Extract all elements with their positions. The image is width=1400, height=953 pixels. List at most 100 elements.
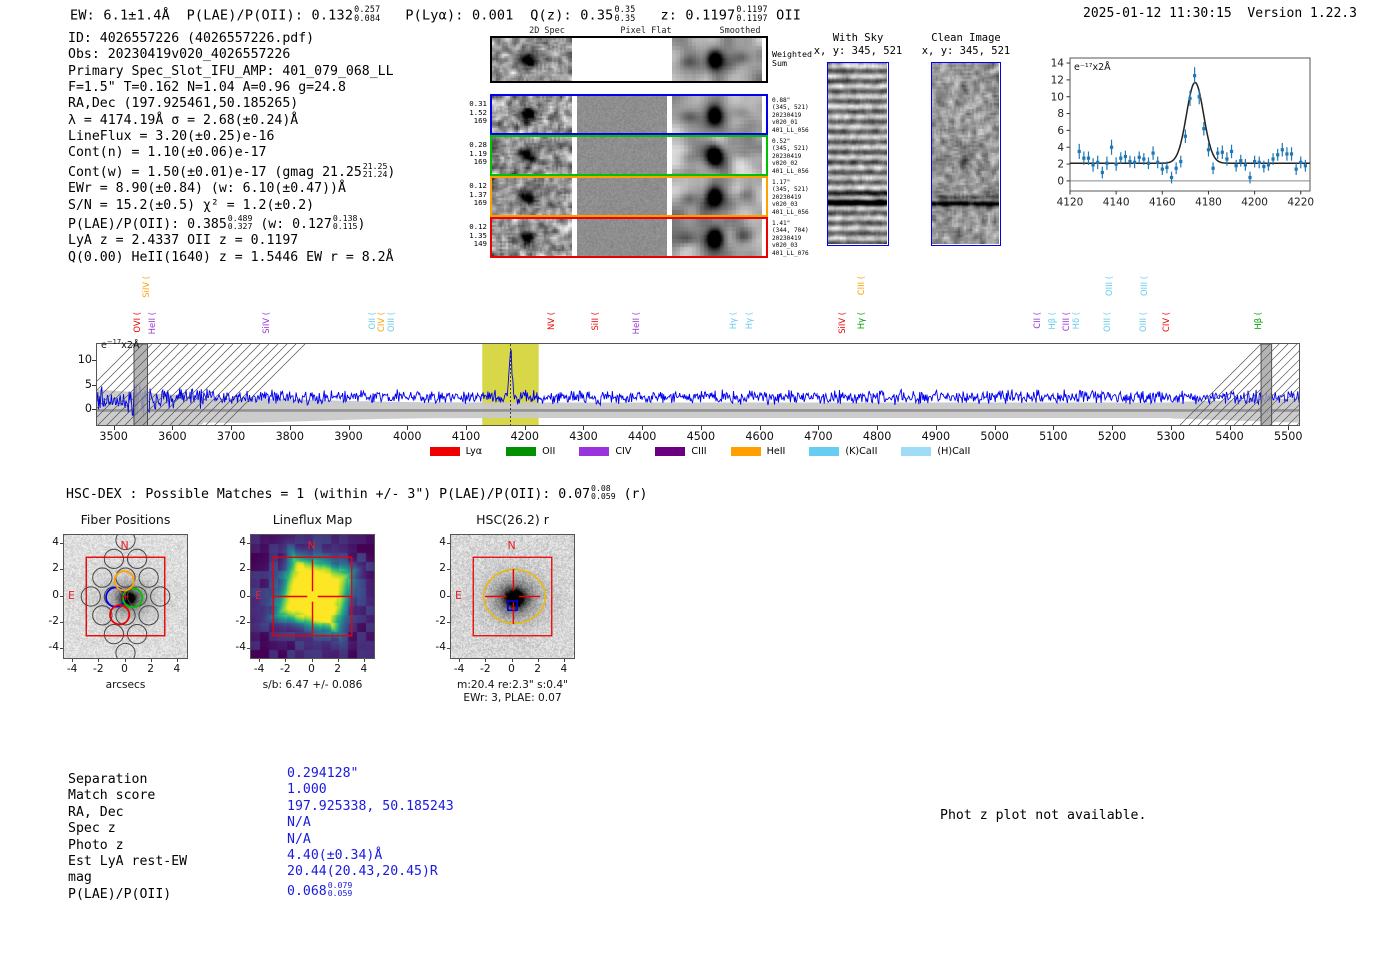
spec2d-row-meta: 0.88" (345, 521) 20230419 v020_01 401_LL_056 xyxy=(772,97,809,134)
legend-label: Lyα xyxy=(465,446,483,457)
detect-id: ID: 4026557226 (4026557226.pdf) xyxy=(68,31,315,46)
cutout-ytick: -2 xyxy=(435,614,446,627)
spectrum-xtick: 5500 xyxy=(1274,430,1303,443)
detect-ewr: EWr = 8.90(±0.84) (w: 6.10(±0.47))Å xyxy=(68,181,346,197)
cutout-xtick: -4 xyxy=(253,663,265,675)
smoothed-image xyxy=(672,38,762,81)
spectrum-xtick-mark xyxy=(1170,426,1172,430)
spectrum-ytick: 5 xyxy=(84,377,92,391)
spectrum-line-label: HeII ( xyxy=(146,312,157,335)
spectrum-xtick: 3800 xyxy=(275,430,305,443)
cutout-title: With Sky x, y: 345, 521 xyxy=(793,32,923,57)
spectrum-line-label: CIV ( xyxy=(1161,312,1172,332)
cutout-ytick: -4 xyxy=(235,640,246,653)
match-table-keys: Separation Match score RA, Dec Spec z Photo … xyxy=(68,772,187,903)
cutout-ytick-mark xyxy=(60,569,63,571)
spectrum-line-label: SiII ( xyxy=(590,312,601,331)
spectrum-xtick: 3600 xyxy=(158,430,187,443)
compass-east: E xyxy=(455,588,462,602)
cutout-xtick-mark xyxy=(124,659,126,662)
cutout-xtick: -2 xyxy=(480,663,491,675)
spectrum-flux-unit: e−17x2Å xyxy=(101,338,140,352)
cutout-ytick: 0 xyxy=(52,588,59,601)
cutout-ytick-mark xyxy=(447,543,450,545)
svg-text:14: 14 xyxy=(1051,58,1065,70)
cutout-xtick-mark xyxy=(259,659,261,662)
spectrum-xtick: 4600 xyxy=(745,430,774,443)
spectrum-line-label: NV ( xyxy=(546,312,557,330)
cutout-xtick-mark xyxy=(311,659,313,662)
cutout-ytick-mark xyxy=(60,647,63,649)
header-qz-range: 0.35 0.35 xyxy=(614,4,636,23)
cutout-ytick: 4 xyxy=(52,536,59,549)
spectrum-line-label: SiIV ( xyxy=(140,276,151,298)
spectrum-xtick: 5100 xyxy=(1039,430,1068,443)
spectrum-xtick: 4500 xyxy=(686,430,716,443)
detect-q-line: Q(0.00) HeII(1640) z = 1.5446 EW r = 8.2… xyxy=(68,249,394,265)
header-plae-value: 0.132 xyxy=(311,7,354,24)
match-table-value: 0.068 0.079 0.059 xyxy=(287,879,353,899)
spectrum-line-label: OIII ( xyxy=(1139,276,1150,296)
svg-text:6: 6 xyxy=(1057,125,1064,137)
cutout-ytick-mark xyxy=(60,621,63,623)
cutout-ytick-mark xyxy=(60,543,63,545)
header-timestamp-version: 2025-01-12 11:30:15 Version 1.22.3 xyxy=(1083,6,1357,21)
spec2d-image xyxy=(492,96,572,133)
cutout-xtick-mark xyxy=(459,659,461,662)
legend-label: CIII xyxy=(691,446,707,457)
match-table-key: Photo z xyxy=(68,837,124,853)
header-z-value: 0.1197 xyxy=(685,7,736,24)
header-qz-value: 0.35 xyxy=(580,7,614,24)
cutout-ytick-mark xyxy=(447,621,450,623)
cutout-panel-title: Lineflux Map xyxy=(272,512,353,527)
spectrum-xtick-mark xyxy=(1229,426,1231,430)
spec2d-row-stats: 0.12 1.37 169 xyxy=(469,181,487,208)
header-z-label: z: xyxy=(660,7,678,24)
detect-primary-spec: Primary Spec_Slot_IFU_AMP: 401_079_068_L… xyxy=(68,63,394,79)
legend-label: CIV xyxy=(615,446,632,457)
match-table-key: Match score xyxy=(68,788,156,804)
cutout-ytick: 0 xyxy=(239,588,246,601)
cutout-ytick: 4 xyxy=(239,536,246,549)
spectrum-line-label: Hβ ( xyxy=(1252,312,1263,330)
cutout-xtick-mark xyxy=(285,659,287,662)
spectrum-line-label: OVI ( xyxy=(132,312,143,333)
full-spectrum-plot xyxy=(96,343,1300,426)
cutout-xtick: -2 xyxy=(280,663,291,675)
spectrum-xtick: 4900 xyxy=(921,430,951,443)
spectrum-xtick: 4800 xyxy=(862,430,892,443)
spectrum-line-label: Hδ ( xyxy=(1070,312,1081,330)
compass-north: N xyxy=(307,539,316,552)
spectrum-xtick-mark xyxy=(231,426,233,430)
legend-label: OII xyxy=(542,446,556,457)
cutout-ytick-mark xyxy=(447,569,450,571)
spectrum-xtick-mark xyxy=(994,426,996,430)
svg-text:2: 2 xyxy=(1057,159,1064,171)
svg-text:0: 0 xyxy=(1057,175,1064,187)
spectrum-line-label: Hγ ( xyxy=(728,312,739,330)
timestamp: 2025-01-12 11:30:15 xyxy=(1083,6,1232,21)
svg-text:10: 10 xyxy=(1051,91,1064,103)
hsc-dex-plae: 0.07 xyxy=(558,487,591,503)
spectrum-line-label: SiIV ( xyxy=(836,312,847,334)
match-table-value: N/A xyxy=(287,815,311,831)
spectrum-xtick-mark xyxy=(524,426,526,430)
pixel-flat-image xyxy=(577,219,667,256)
detect-lambda-sigma: λ = 4174.19Å σ = 2.68(±0.24)Å xyxy=(68,112,299,128)
spec2d-row-meta: 0.52" (345, 521) 20230419 v020_02 401_LL_056 xyxy=(772,138,809,175)
spectrum-xtick: 5200 xyxy=(1097,430,1127,443)
cutout-ytick: -4 xyxy=(435,640,446,653)
cutout-xtick-mark xyxy=(537,659,539,662)
hsc-dex-prefix: HSC-DEX : Possible Matches = 1 (within +… xyxy=(66,487,551,503)
legend-item: CIV xyxy=(579,446,631,457)
svg-text:8: 8 xyxy=(1057,108,1064,120)
with-sky-image xyxy=(827,62,889,246)
detect-cont-w: Cont(w) = 1.50(±0.01)e-17 (gmag 21.25 21.… xyxy=(68,160,396,180)
legend-item: (K)CaII xyxy=(809,446,877,457)
cutout-xtick: -2 xyxy=(93,663,104,675)
cutout-xtick: 2 xyxy=(534,663,542,675)
spectrum-line-label: CII ( xyxy=(1031,312,1042,329)
cutout-ytick-mark xyxy=(247,621,250,623)
spectrum-xtick: 4400 xyxy=(627,430,657,443)
match-table-value: 1.000 xyxy=(287,782,327,798)
